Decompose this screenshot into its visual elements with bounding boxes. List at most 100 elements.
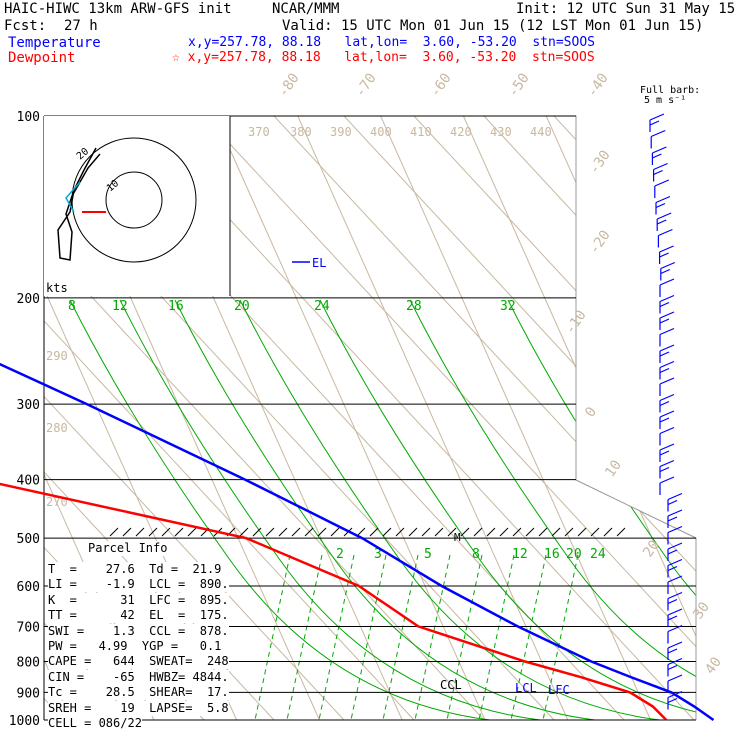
lcl-label: LCL	[515, 681, 537, 695]
wind-barb-flag	[659, 476, 675, 484]
wind-barb-flag	[667, 615, 678, 621]
parcel-info-row: LI = -1.9 LCL = 890.	[48, 577, 229, 593]
wind-barb-flag	[667, 624, 683, 633]
hatch-mark	[577, 527, 587, 537]
parcel-info-row: K = 31 LFC = 895.	[48, 592, 229, 608]
parcel-info-row: CAPE = 644 SWEAT= 248	[48, 654, 229, 670]
dry-adiabat-line	[44, 116, 415, 720]
wind-barb-flag	[667, 492, 683, 501]
parcel-info-row: SREH = 19 LAPSE= 5.8	[48, 700, 229, 716]
wind-barb-flag	[667, 565, 678, 572]
parcel-info-row: PW = 4.99 YGP = 0.1	[48, 639, 222, 654]
mixing-ratio-dashed	[542, 554, 579, 720]
pressure-tick-label: 300	[17, 398, 40, 413]
pressure-tick-label: 500	[17, 532, 40, 547]
wind-barb-flag	[659, 393, 675, 402]
wind-barb-flag	[667, 575, 683, 583]
wind-barb-flag	[667, 549, 678, 555]
wind-barb-flag	[659, 377, 675, 385]
model-title: HAIC-HIWC 13km ARW-GFS init	[4, 1, 232, 17]
mixing-ratio-label: 16	[168, 299, 184, 314]
hatch-mark	[265, 527, 275, 537]
mixing-ratio-label: 28	[406, 299, 422, 314]
hatch-mark	[239, 527, 249, 537]
wind-barb-flag	[667, 499, 678, 506]
temperature-profile	[0, 362, 715, 722]
mixing-ratio-label: 20	[234, 299, 250, 314]
wind-barb-flag	[653, 169, 663, 176]
pressure-tick-label: 200	[17, 292, 40, 307]
wind-barb-flag	[659, 301, 670, 308]
hatch-mark	[395, 527, 405, 537]
pressure-tick-label: 1000	[9, 714, 40, 729]
theta-label: 380	[290, 125, 312, 139]
parcel-info-title: Parcel Info	[88, 541, 168, 556]
wind-barb-flag	[659, 360, 675, 369]
hatch-mark	[161, 527, 171, 537]
wind-barb-flag	[649, 113, 665, 121]
wind-barb-flag	[653, 162, 668, 171]
wind-barb-flag	[650, 129, 666, 138]
wind-barb-flag	[659, 318, 670, 324]
hatch-mark	[486, 527, 496, 537]
wind-barb-flag	[667, 641, 683, 649]
hatch-mark	[109, 527, 119, 537]
hatch-mark	[291, 527, 301, 537]
isotherm-label: -50	[505, 70, 533, 100]
isotherm-label: 0	[582, 404, 600, 420]
wind-barb-flag	[667, 697, 678, 704]
isotherm-label: -30	[586, 147, 614, 177]
mixing-ratio-line	[409, 299, 696, 720]
wind-barb-flag	[659, 344, 675, 352]
wind-barb-flag	[659, 400, 670, 407]
hatch-mark	[512, 527, 522, 537]
hatch-mark	[564, 527, 574, 537]
lfc-label: LFC	[548, 683, 570, 697]
hatch-mark	[525, 527, 535, 537]
mixing-ratio-label: 8	[68, 299, 76, 314]
hatch-mark	[460, 527, 470, 537]
wind-barb-flag	[655, 195, 671, 204]
wind-barb-flag	[667, 690, 683, 699]
mixing-ratio-line	[239, 299, 661, 720]
isotherm-label: 10	[602, 457, 625, 480]
mixing-ratio-dashed	[478, 554, 515, 720]
hatch-mark	[499, 527, 509, 537]
hatch-mark	[304, 527, 314, 537]
parcel-info-row: Tc = 28.5 SHEAR= 17.	[48, 685, 229, 701]
wind-barb-flag	[659, 367, 670, 374]
isotherm-label: -20	[586, 227, 614, 257]
mixing-ratio-line	[69, 299, 491, 720]
wind-barb-flag	[667, 657, 683, 666]
isotherm-line	[214, 116, 486, 720]
mixing-ratio-line	[319, 299, 696, 720]
isotherm-label: -10	[562, 307, 590, 337]
isotherm-line	[628, 116, 696, 720]
mixing-ratio-label: 20	[566, 547, 582, 562]
wind-barb-column	[649, 113, 683, 710]
wind-barb-flag	[659, 450, 670, 456]
hatch-mark	[538, 527, 548, 537]
wind-barb-flag	[667, 516, 678, 522]
hatch-mark	[447, 527, 457, 537]
ccl-label: CCL	[440, 678, 462, 692]
theta-label: 420	[450, 125, 472, 139]
isotherm-label: 40	[702, 654, 725, 677]
isotherm-label: 30	[690, 599, 713, 622]
isotherm-label: -80	[275, 70, 303, 100]
hatch-mark	[434, 527, 444, 537]
parcel-info-row: CIN = -65 HWBZ= 4844.	[48, 669, 229, 685]
mixing-ratio-label: 8	[472, 547, 480, 562]
hatch-mark	[122, 527, 132, 537]
kts-label: kts	[46, 281, 68, 295]
wind-barb-flag	[667, 525, 683, 534]
pressure-tick-label: 100	[17, 110, 40, 125]
barb-note-2: 5 m s⁻¹	[644, 95, 687, 106]
wind-barb-flag	[667, 664, 678, 671]
wind-barb-flag	[667, 674, 683, 682]
theta-label: 400	[370, 125, 392, 139]
hatch-mark	[174, 527, 184, 537]
isotherm-line	[545, 116, 696, 720]
mixing-ratio-dashed	[382, 554, 419, 720]
hatch-mark	[278, 527, 288, 537]
